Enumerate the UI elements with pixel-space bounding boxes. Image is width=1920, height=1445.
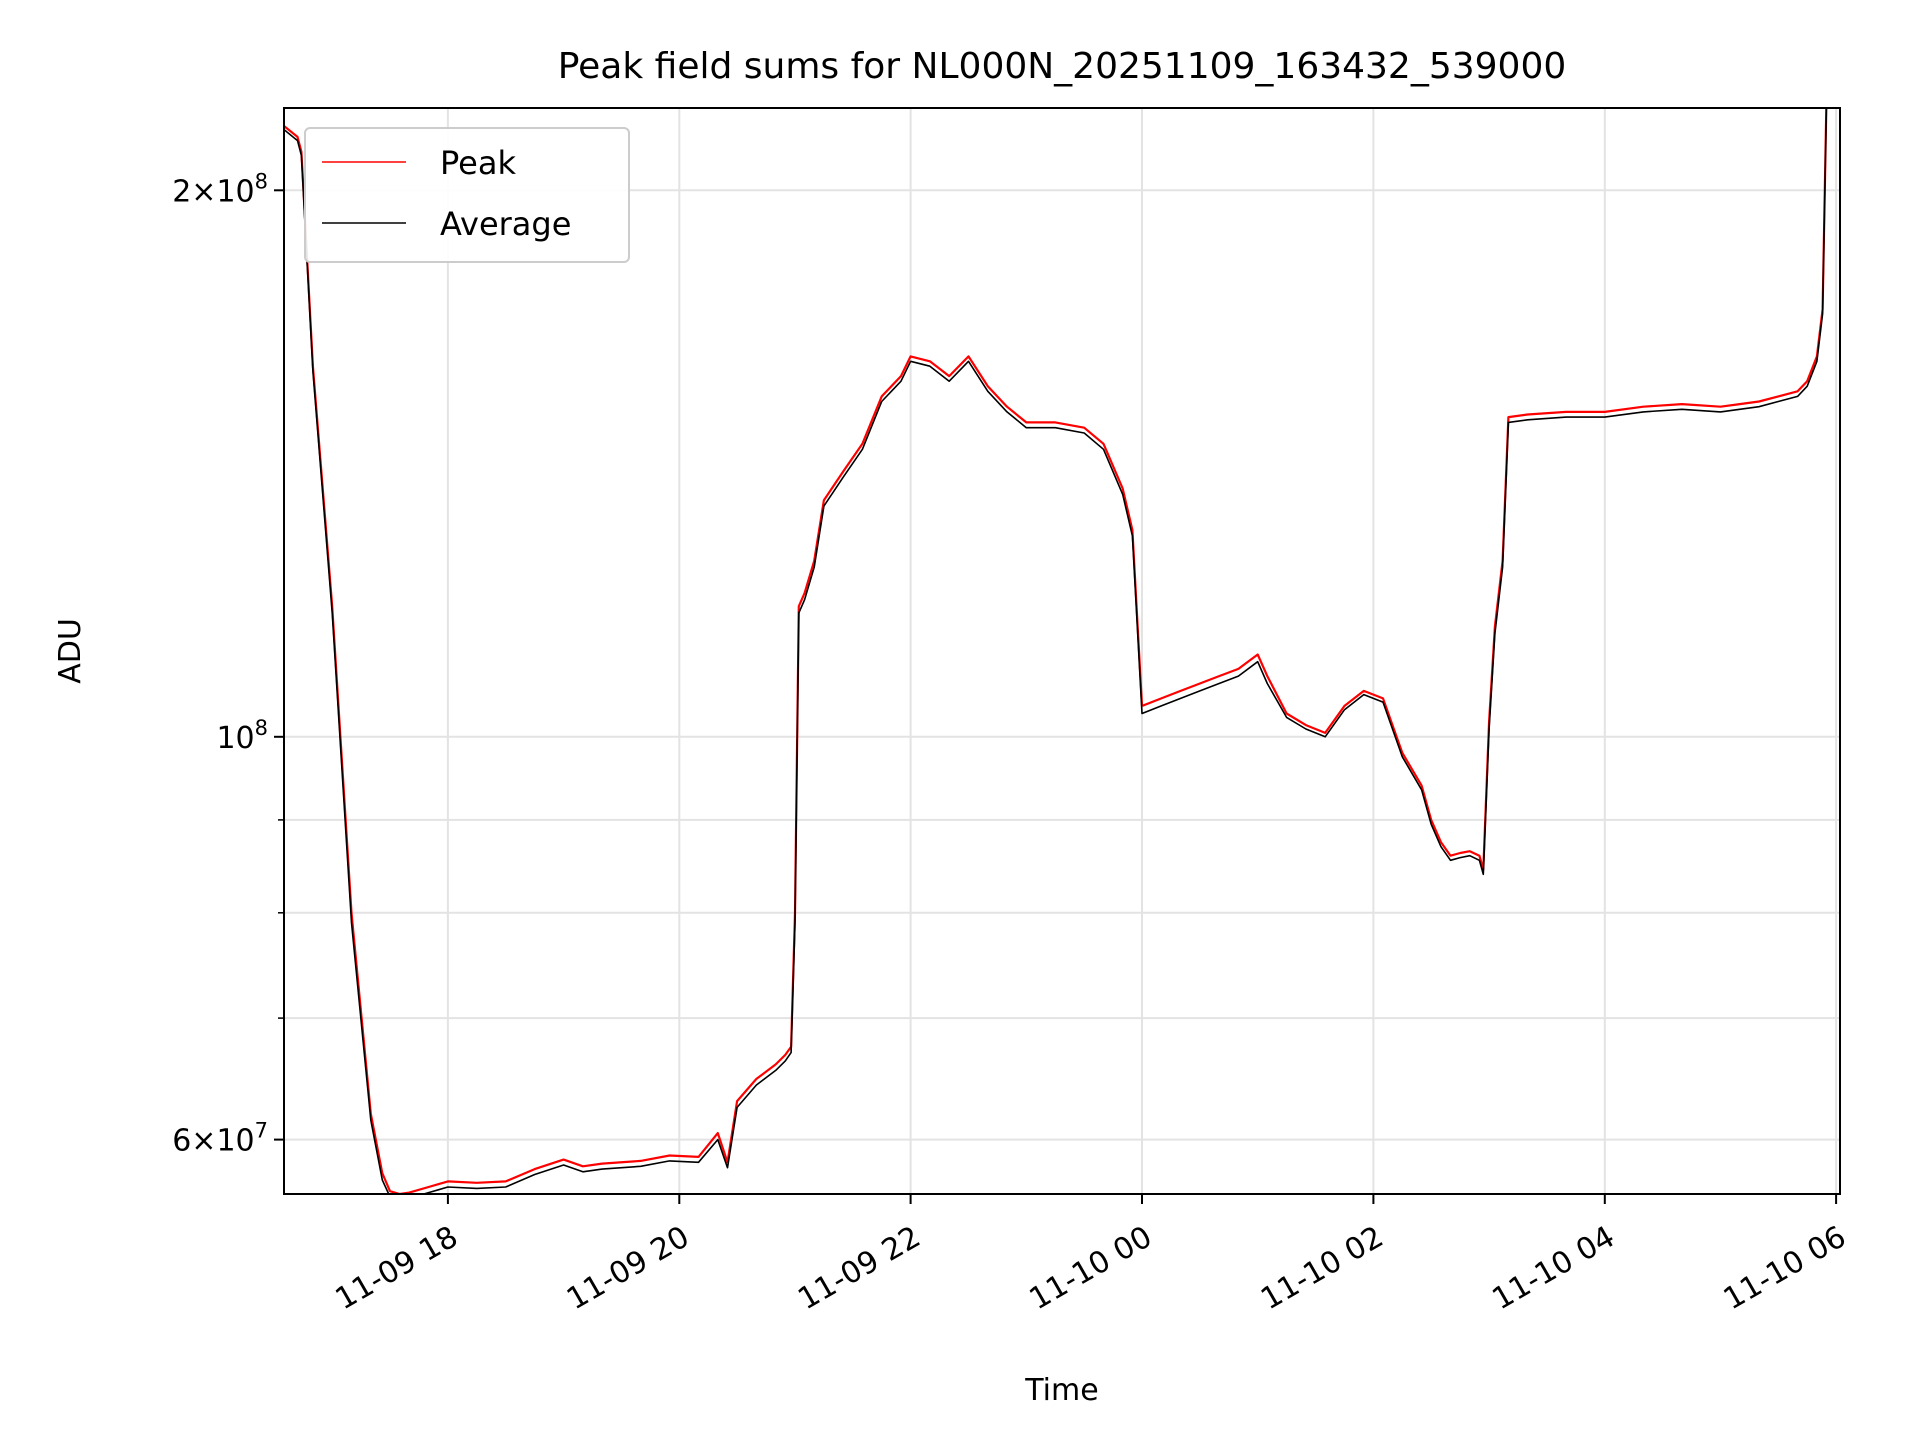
legend-label-average: Average: [440, 205, 571, 243]
chart-title: Peak field sums for NL000N_20251109_1634…: [558, 46, 1567, 87]
y-tick-label: 2×108: [172, 169, 268, 209]
x-axis-label: Time: [1024, 1373, 1098, 1408]
legend-label-peak: Peak: [440, 144, 516, 182]
plot-frame: [283, 107, 1841, 1195]
series-line-average: [284, 108, 1828, 1194]
series-lines: [284, 108, 1828, 1194]
legend: Peak Average: [304, 127, 630, 263]
grid: [284, 108, 1840, 1194]
y-tick-label: 6×107: [172, 1119, 268, 1159]
y-axis-label: ADU: [53, 618, 88, 684]
